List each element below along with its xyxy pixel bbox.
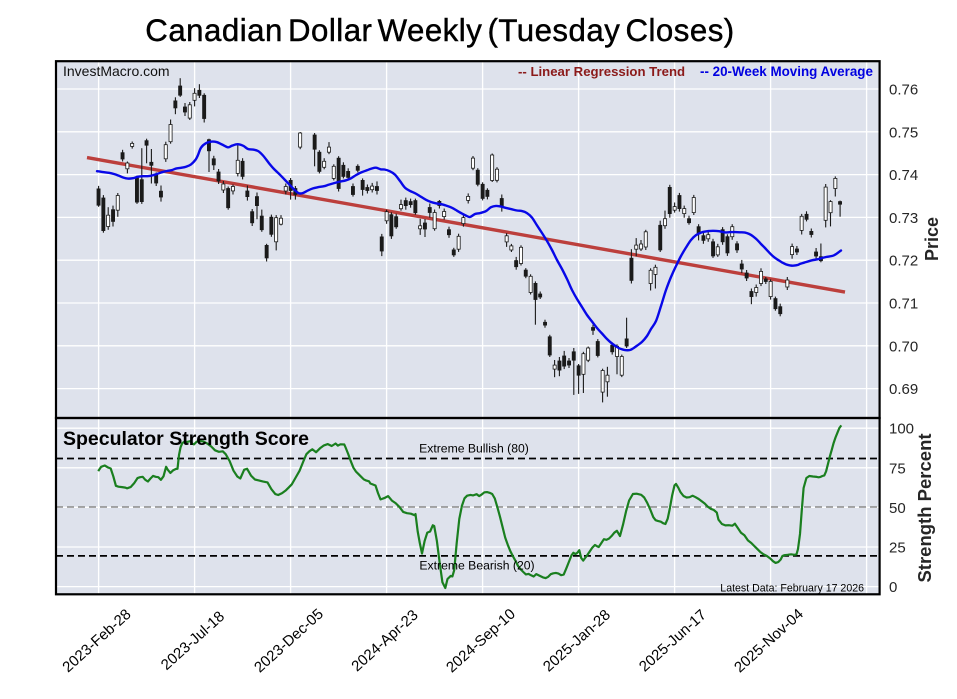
svg-text:Canadian Dollar Weekly (Tuesda: Canadian Dollar Weekly (Tuesday Closes)	[145, 13, 734, 48]
svg-text:Latest Data: February 17 2026: Latest Data: February 17 2026	[720, 583, 864, 595]
svg-text:0.73: 0.73	[889, 210, 918, 227]
svg-text:-- Linear Regression Trend: -- Linear Regression Trend	[518, 64, 685, 79]
svg-text:0.70: 0.70	[889, 338, 918, 355]
svg-text:50: 50	[889, 500, 906, 517]
svg-text:Strength Percent: Strength Percent	[914, 433, 935, 582]
svg-text:Speculator Strength Score: Speculator Strength Score	[63, 428, 309, 450]
svg-text:75: 75	[889, 460, 906, 477]
svg-text:0.72: 0.72	[889, 253, 918, 270]
svg-text:0.71: 0.71	[889, 296, 918, 313]
svg-text:Price: Price	[922, 217, 942, 261]
svg-text:25: 25	[889, 540, 906, 557]
svg-text:0.69: 0.69	[889, 381, 918, 398]
svg-text:0.76: 0.76	[889, 82, 918, 99]
svg-text:0: 0	[889, 579, 897, 596]
svg-text:InvestMacro.com: InvestMacro.com	[63, 63, 170, 79]
svg-text:0.74: 0.74	[889, 167, 918, 184]
svg-text:Extreme Bearish (20): Extreme Bearish (20)	[419, 559, 534, 573]
svg-text:-- 20-Week Moving Average: -- 20-Week Moving Average	[700, 64, 873, 79]
svg-text:0.75: 0.75	[889, 124, 918, 141]
svg-text:100: 100	[889, 421, 914, 438]
svg-text:Extreme Bullish (80): Extreme Bullish (80)	[419, 442, 529, 456]
